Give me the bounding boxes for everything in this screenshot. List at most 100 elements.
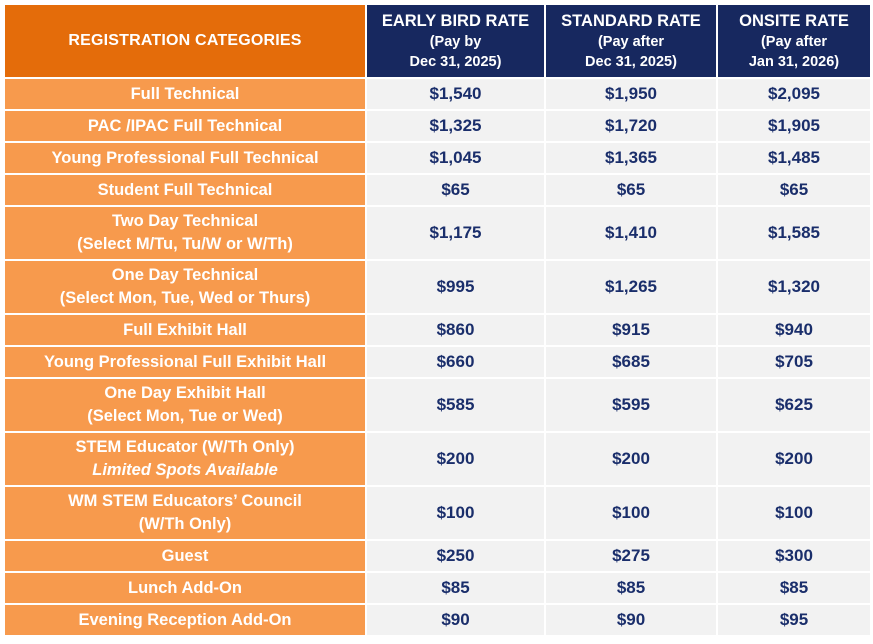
category-label: STEM Educator (W/Th Only)	[75, 438, 295, 456]
category-cell: One Day Technical (Select Mon, Tue, Wed o…	[3, 259, 367, 315]
standard-price: $1,265	[544, 259, 718, 315]
table-row: Full Exhibit Hall $860 $915 $940	[3, 313, 872, 347]
onsite-price: $200	[716, 431, 872, 487]
category-cell: PAC /IPAC Full Technical	[3, 109, 367, 143]
category-label: Guest	[161, 546, 209, 565]
standard-price: $685	[544, 345, 718, 379]
category-cell: Two Day Technical (Select M/Tu, Tu/W or W…	[3, 205, 367, 261]
category-label: WM STEM Educators’ Council	[68, 492, 302, 510]
early-bird-price: $85	[365, 571, 546, 605]
onsite-price: $940	[716, 313, 872, 347]
header-standard-rate: STANDARD RATE (Pay after Dec 31, 2025)	[544, 3, 718, 79]
early-bird-price: $90	[365, 603, 546, 637]
category-cell: Student Full Technical	[3, 173, 367, 207]
header-note: (Pay by	[429, 34, 482, 50]
category-cell: Guest	[3, 539, 367, 573]
category-label: One Day Exhibit Hall	[104, 384, 266, 402]
table-row: One Day Technical (Select Mon, Tue, Wed o…	[3, 259, 872, 315]
category-label: PAC /IPAC Full Technical	[87, 116, 283, 135]
table-row: Guest $250 $275 $300	[3, 539, 872, 573]
standard-price: $90	[544, 603, 718, 637]
header-onsite-rate: ONSITE RATE (Pay after Jan 31, 2026)	[716, 3, 872, 79]
table-row: Young Professional Full Technical $1,045 $…	[3, 141, 872, 175]
onsite-price: $2,095	[716, 77, 872, 111]
standard-price: $100	[544, 485, 718, 541]
header-title: ONSITE RATE	[739, 12, 849, 30]
header-note: (Pay after	[597, 34, 665, 50]
early-bird-price: $1,175	[365, 205, 546, 261]
onsite-price: $625	[716, 377, 872, 433]
category-sublabel: (Select Mon, Tue or Wed)	[87, 407, 283, 425]
category-sublabel: (Select M/Tu, Tu/W or W/Th)	[77, 235, 293, 253]
category-label: Two Day Technical	[111, 212, 259, 230]
standard-price: $1,720	[544, 109, 718, 143]
onsite-price: $1,585	[716, 205, 872, 261]
category-cell: Young Professional Full Exhibit Hall	[3, 345, 367, 379]
category-cell: STEM Educator (W/Th Only) Limited Spots A…	[3, 431, 367, 487]
onsite-price: $100	[716, 485, 872, 541]
table-row: PAC /IPAC Full Technical $1,325 $1,720 $1,9…	[3, 109, 872, 143]
early-bird-price: $100	[365, 485, 546, 541]
category-cell: Full Exhibit Hall	[3, 313, 367, 347]
header-title: EARLY BIRD RATE	[381, 12, 530, 30]
standard-price: $595	[544, 377, 718, 433]
early-bird-price: $1,325	[365, 109, 546, 143]
category-label: Young Professional Full Exhibit Hall	[43, 352, 327, 371]
table-row: STEM Educator (W/Th Only) Limited Spots A…	[3, 431, 872, 487]
table-row: Lunch Add-On $85 $85 $85	[3, 571, 872, 605]
header-title: STANDARD RATE	[561, 12, 701, 30]
early-bird-price: $200	[365, 431, 546, 487]
onsite-price: $65	[716, 173, 872, 207]
category-label: Lunch Add-On	[128, 578, 242, 597]
category-label: One Day Technical	[111, 266, 259, 284]
category-sublabel: (Select Mon, Tue, Wed or Thurs)	[59, 289, 311, 307]
standard-price: $85	[544, 571, 718, 605]
table-header-row: REGISTRATION CATEGORIES EARLY BIRD RATE …	[3, 3, 872, 79]
early-bird-price: $660	[365, 345, 546, 379]
category-label: Full Exhibit Hall	[123, 320, 247, 339]
early-bird-price: $860	[365, 313, 546, 347]
table-row: Two Day Technical (Select M/Tu, Tu/W or W…	[3, 205, 872, 261]
standard-price: $1,950	[544, 77, 718, 111]
category-label: Student Full Technical	[97, 180, 273, 199]
table-row: Evening Reception Add-On $90 $90 $95	[3, 603, 872, 637]
standard-price: $1,365	[544, 141, 718, 175]
standard-price: $65	[544, 173, 718, 207]
category-cell: Evening Reception Add-On	[3, 603, 367, 637]
early-bird-price: $1,540	[365, 77, 546, 111]
header-early-bird-rate: EARLY BIRD RATE (Pay by Dec 31, 2025)	[365, 3, 546, 79]
header-note: Dec 31, 2025)	[409, 54, 502, 70]
table-row: Young Professional Full Exhibit Hall $660…	[3, 345, 872, 379]
category-label: Full Technical	[130, 84, 240, 103]
onsite-price: $1,320	[716, 259, 872, 315]
onsite-price: $705	[716, 345, 872, 379]
table-row: Full Technical $1,540 $1,950 $2,095	[3, 77, 872, 111]
header-registration-categories: REGISTRATION CATEGORIES	[3, 3, 367, 79]
registration-rates-table: REGISTRATION CATEGORIES EARLY BIRD RATE …	[3, 3, 872, 637]
standard-price: $1,410	[544, 205, 718, 261]
category-cell: Young Professional Full Technical	[3, 141, 367, 175]
onsite-price: $300	[716, 539, 872, 573]
onsite-price: $85	[716, 571, 872, 605]
category-label: Young Professional Full Technical	[51, 148, 319, 167]
category-sublabel: (W/Th Only)	[138, 515, 232, 533]
early-bird-price: $995	[365, 259, 546, 315]
standard-price: $275	[544, 539, 718, 573]
early-bird-price: $250	[365, 539, 546, 573]
table-row: WM STEM Educators’ Council (W/Th Only) $10…	[3, 485, 872, 541]
standard-price: $915	[544, 313, 718, 347]
category-cell: Full Technical	[3, 77, 367, 111]
early-bird-price: $585	[365, 377, 546, 433]
table-row: Student Full Technical $65 $65 $65	[3, 173, 872, 207]
onsite-price: $1,905	[716, 109, 872, 143]
onsite-price: $1,485	[716, 141, 872, 175]
category-cell: Lunch Add-On	[3, 571, 367, 605]
table-row: One Day Exhibit Hall (Select Mon, Tue or …	[3, 377, 872, 433]
category-note: Limited Spots Available	[92, 461, 278, 479]
early-bird-price: $65	[365, 173, 546, 207]
table-body: Full Technical $1,540 $1,950 $2,095 PAC /IPA…	[3, 77, 872, 637]
category-cell: One Day Exhibit Hall (Select Mon, Tue or …	[3, 377, 367, 433]
standard-price: $200	[544, 431, 718, 487]
header-note: Jan 31, 2026)	[748, 54, 840, 70]
